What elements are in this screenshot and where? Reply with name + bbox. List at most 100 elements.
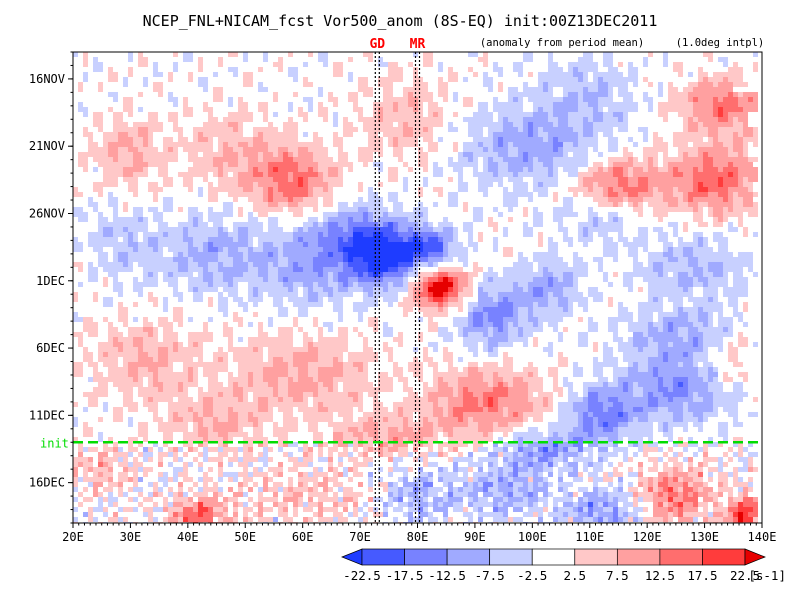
field-cell: [678, 452, 683, 457]
field-cell: [423, 347, 428, 352]
field-cell: [333, 427, 348, 432]
field-cell: [728, 457, 733, 462]
field-cell: [513, 282, 518, 287]
field-cell: [293, 177, 298, 182]
field-cell: [568, 462, 578, 467]
field-cell: [163, 147, 168, 152]
field-cell: [393, 437, 398, 442]
field-cell: [158, 172, 168, 177]
field-cell: [593, 357, 598, 362]
field-cell: [673, 342, 693, 347]
field-cell: [213, 157, 238, 162]
field-cell: [83, 512, 88, 517]
field-cell: [153, 247, 158, 252]
field-cell: [148, 482, 153, 487]
field-cell: [673, 142, 688, 147]
field-cell: [508, 327, 518, 332]
field-cell: [728, 412, 738, 417]
field-cell: [218, 252, 228, 257]
field-cell: [373, 217, 378, 222]
field-cell: [83, 112, 88, 117]
field-cell: [178, 347, 203, 352]
field-cell: [458, 157, 468, 162]
field-cell: [583, 307, 588, 312]
field-cell: [103, 282, 108, 287]
field-cell: [578, 337, 588, 342]
field-cell: [438, 377, 443, 382]
field-cell: [113, 287, 123, 292]
field-cell: [328, 462, 333, 467]
field-cell: [123, 227, 128, 232]
field-cell: [683, 352, 688, 357]
field-cell: [483, 402, 488, 407]
field-cell: [698, 277, 708, 282]
field-cell: [558, 117, 568, 122]
field-cell: [333, 67, 343, 72]
field-cell: [458, 487, 463, 492]
field-cell: [538, 182, 543, 187]
field-cell: [503, 472, 508, 477]
field-cell: [188, 77, 193, 82]
field-cell: [643, 487, 648, 492]
field-cell: [193, 132, 198, 137]
field-cell: [518, 317, 528, 322]
field-cell: [488, 477, 498, 482]
field-cell: [133, 172, 148, 177]
field-cell: [98, 452, 108, 457]
field-cell: [73, 417, 78, 422]
field-cell: [453, 277, 458, 282]
field-cell: [88, 267, 98, 272]
field-cell: [423, 492, 428, 497]
field-cell: [468, 517, 473, 522]
field-cell: [348, 277, 358, 282]
field-cell: [678, 112, 693, 117]
field-cell: [243, 452, 253, 457]
field-cell: [573, 257, 583, 262]
field-cell: [188, 447, 193, 452]
field-cell: [88, 512, 93, 517]
field-cell: [248, 232, 293, 237]
field-cell: [493, 397, 498, 402]
field-cell: [163, 442, 168, 447]
field-cell: [738, 132, 743, 137]
field-cell: [143, 452, 153, 457]
field-cell: [418, 97, 433, 102]
field-cell: [303, 342, 308, 347]
field-cell: [528, 197, 533, 202]
field-cell: [673, 387, 688, 392]
field-cell: [303, 412, 333, 417]
field-cell: [563, 462, 568, 467]
field-cell: [223, 117, 253, 122]
field-cell: [118, 292, 123, 297]
field-cell: [703, 507, 708, 512]
field-cell: [388, 437, 393, 442]
field-cell: [233, 222, 263, 227]
field-cell: [463, 367, 468, 372]
field-cell: [263, 247, 278, 252]
field-cell: [198, 272, 203, 277]
field-cell: [253, 292, 258, 297]
field-cell: [483, 492, 493, 497]
field-cell: [78, 337, 83, 342]
field-cell: [523, 327, 543, 332]
field-cell: [363, 422, 378, 427]
field-cell: [588, 397, 598, 402]
field-cell: [733, 62, 738, 67]
field-cell: [483, 397, 488, 402]
field-cell: [93, 377, 133, 382]
field-cell: [408, 512, 413, 517]
field-cell: [703, 267, 708, 272]
field-cell: [388, 442, 393, 447]
field-cell: [473, 137, 493, 142]
field-cell: [333, 492, 338, 497]
field-cell: [673, 487, 678, 492]
field-cell: [653, 337, 683, 342]
field-cell: [93, 292, 98, 297]
field-cell: [208, 432, 218, 437]
field-cell: [648, 257, 668, 262]
field-cell: [318, 112, 328, 117]
field-cell: [248, 377, 253, 382]
field-cell: [683, 362, 693, 367]
field-cell: [573, 492, 578, 497]
field-cell: [658, 447, 663, 452]
